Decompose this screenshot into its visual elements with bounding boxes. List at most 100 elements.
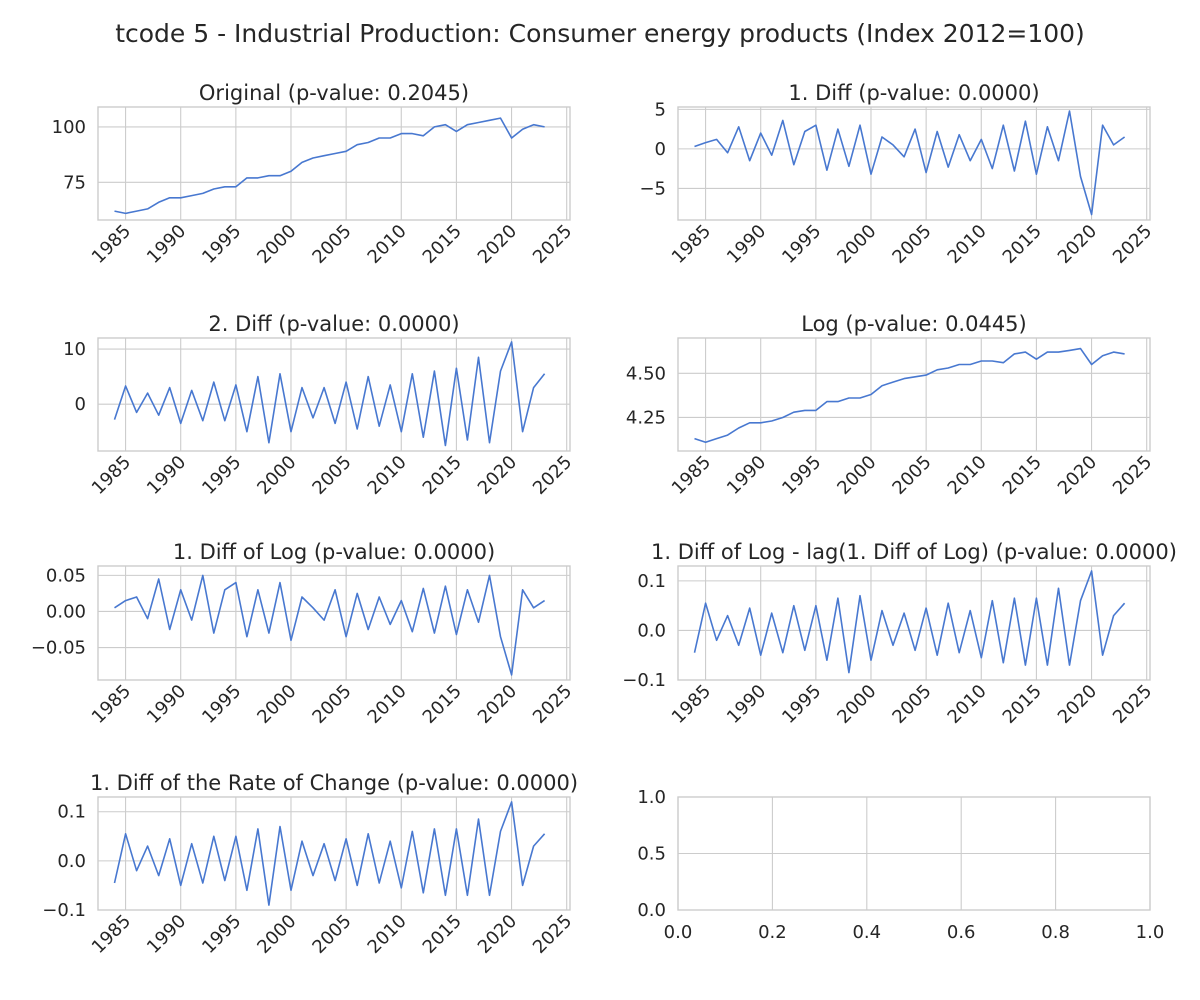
y-tick-label: 0.5	[637, 844, 666, 865]
x-tick-label: 2015	[999, 221, 1046, 268]
panel-empty: 0.0 0.5 1.0 0.0 0.2 0.4 0.6 0.8 1.0	[637, 787, 1164, 943]
x-tick-label: 2015	[999, 452, 1046, 499]
y-tick-label: 0.00	[46, 601, 86, 622]
x-tick-label: 1990	[143, 681, 190, 728]
x-tick-label: 1990	[143, 452, 190, 499]
x-tick-label: 2010	[944, 221, 991, 268]
y-tick-label: 4.25	[626, 407, 666, 428]
figure-title: tcode 5 - Industrial Production: Consume…	[115, 19, 1085, 48]
x-tick-label: 2000	[253, 911, 300, 958]
x-tick-label: 2020	[474, 221, 521, 268]
x-tick-label: 0.2	[758, 922, 787, 943]
y-tick-label: 0.1	[637, 571, 666, 592]
x-tick-label: 2020	[1054, 221, 1101, 268]
x-tick-label: 2020	[474, 452, 521, 499]
axes-frame	[677, 796, 1151, 911]
x-tick-label: 2015	[419, 221, 466, 268]
panel-difflog: −0.05 0.00 0.05 1985 1990 1995 2000 2005 2010 201…	[31, 540, 576, 728]
x-tick-label: 2010	[944, 452, 991, 499]
x-tick-label: 2005	[308, 681, 355, 728]
series-line	[693, 570, 1126, 674]
series-line	[114, 117, 545, 215]
panel-original: 75 100 1985 1990 1995 2000 2005 2010 2015 2020 202…	[52, 81, 577, 268]
panel-title: 1. Diff (p-value: 0.0000)	[788, 81, 1039, 105]
x-tick-label: 1985	[88, 452, 135, 499]
x-tick-label: 2015	[999, 681, 1046, 728]
y-tick-label: −0.1	[622, 670, 666, 691]
x-tick-label: 0.0	[664, 922, 693, 943]
x-tick-label: 2010	[944, 681, 991, 728]
y-tick-label: 1.0	[637, 787, 666, 808]
x-tick-label: 2025	[529, 452, 576, 499]
y-tick-label: 0	[75, 394, 86, 415]
x-tick-label: 2020	[474, 911, 521, 958]
x-tick-label: 2005	[888, 221, 935, 268]
x-tick-label: 0.4	[852, 922, 881, 943]
series-line	[114, 574, 546, 676]
x-tick-label: 2025	[529, 681, 576, 728]
x-tick-label: 2020	[1054, 681, 1101, 728]
x-tick-label: 2025	[529, 911, 576, 958]
panel-title: 1. Diff of the Rate of Change (p-value: …	[90, 771, 578, 795]
x-tick-label: 1995	[198, 911, 245, 958]
x-tick-label: 2015	[419, 681, 466, 728]
x-tick-label: 1985	[88, 221, 135, 268]
x-tick-label: 1985	[668, 681, 715, 728]
x-tick-label: 0.8	[1041, 922, 1070, 943]
panel-title: 1. Diff of Log - lag(1. Diff of Log) (p-…	[651, 540, 1177, 564]
panel-title: 2. Diff (p-value: 0.0000)	[208, 312, 459, 336]
x-tick-label: 1985	[88, 681, 135, 728]
x-tick-label: 2015	[419, 452, 466, 499]
y-tick-label: 100	[52, 117, 86, 138]
x-tick-label: 1990	[723, 221, 770, 268]
series-line	[694, 110, 1126, 216]
panel-log: 4.25 4.50 1985 1990 1995 2000 2005 2010 2015 2020…	[626, 312, 1156, 499]
x-tick-label: 2000	[253, 221, 300, 268]
x-tick-label: 1995	[778, 452, 825, 499]
x-tick-label: 2025	[1109, 681, 1156, 728]
axes-frame	[677, 106, 1151, 221]
y-tick-label: 0.0	[57, 851, 86, 872]
panel-diff2: 0 10 1985 1990 1995 2000 2005 2010 2015 2020 2025 2…	[63, 312, 576, 499]
x-tick-label: 2010	[364, 221, 411, 268]
panel-diff1: −5 0 5 1985 1990 1995 2000 2005 2010 2015 2020 2025…	[639, 81, 1156, 268]
y-tick-label: 75	[63, 172, 86, 193]
x-tick-label: 2005	[308, 911, 355, 958]
x-tick-label: 2020	[1054, 452, 1101, 499]
y-tick-label: 0.0	[637, 900, 666, 921]
x-tick-label: 2005	[308, 221, 355, 268]
axes-frame	[677, 337, 1151, 452]
x-tick-label: 1995	[198, 452, 245, 499]
x-tick-label: 1.0	[1136, 922, 1165, 943]
y-tick-label: 10	[63, 339, 86, 360]
x-tick-label: 2015	[419, 911, 466, 958]
x-tick-label: 1995	[778, 681, 825, 728]
x-tick-label: 2005	[888, 452, 935, 499]
x-tick-label: 1990	[143, 911, 190, 958]
x-tick-label: 2005	[888, 681, 935, 728]
x-tick-label: 2010	[364, 681, 411, 728]
y-tick-label: 0.1	[57, 802, 86, 823]
x-tick-label: 2010	[364, 452, 411, 499]
panel-title: 1. Diff of Log (p-value: 0.0000)	[173, 540, 495, 564]
panel-title: Log (p-value: 0.0445)	[801, 312, 1027, 336]
x-tick-label: 2005	[308, 452, 355, 499]
y-tick-label: 0.05	[46, 565, 86, 586]
x-tick-label: 2000	[833, 681, 880, 728]
x-tick-label: 0.6	[947, 922, 976, 943]
series-line	[694, 347, 1125, 444]
axes-frame	[97, 337, 571, 452]
axes-frame	[97, 796, 571, 911]
y-tick-label: −0.1	[42, 900, 86, 921]
x-tick-label: 1990	[723, 452, 770, 499]
x-tick-label: 2000	[253, 681, 300, 728]
axes-frame	[677, 565, 1151, 681]
x-tick-label: 2025	[1109, 221, 1156, 268]
axes-frame	[97, 565, 571, 681]
x-tick-label: 1990	[143, 221, 190, 268]
y-tick-label: −5	[639, 178, 666, 199]
y-tick-label: 4.50	[626, 363, 666, 384]
